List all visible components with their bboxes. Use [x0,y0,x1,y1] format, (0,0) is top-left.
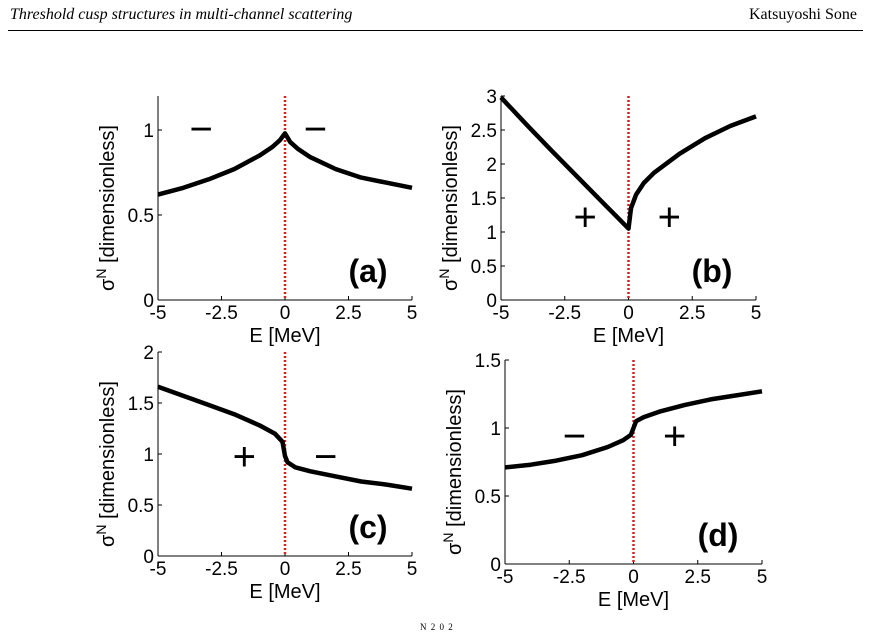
x-tick-label: 0 [623,303,634,324]
y-tick-label: 0.5 [471,257,497,278]
header-rule [8,30,863,31]
x-tick-label: 5 [757,567,768,588]
running-author: Katsuyoshi Sone [749,6,857,23]
sign-right: − [314,435,337,479]
x-tick-label: 0 [628,567,639,588]
x-tick-label: 2.5 [335,303,361,324]
y-tick-label: 1.5 [128,394,154,415]
x-tick-label: 0 [280,559,291,580]
sign-right: + [663,415,686,459]
x-tick-label: -5 [150,303,167,324]
sign-right: − [304,108,327,152]
sign-left: + [573,195,596,239]
y-axis-label: σN [dimensionless] [436,125,462,291]
x-axis-label: E [MeV] [598,589,669,611]
x-tick-label: -2.5 [548,303,581,324]
y-tick-label: 0 [490,555,501,576]
y-tick-label: 2 [486,155,497,176]
panel-label: (d) [698,517,739,553]
x-tick-label: -2.5 [205,559,238,580]
x-tick-label: -2.5 [553,567,586,588]
y-tick-label: 0.5 [128,496,154,517]
x-tick-label: 5 [407,559,418,580]
y-tick-label: 1.5 [475,351,501,372]
y-tick-label: 2.5 [471,121,497,142]
y-axis-label: σN [dimensionless] [93,125,119,291]
cross-section-curve [157,384,413,491]
x-tick-label: 2.5 [335,559,361,580]
y-tick-label: 1 [143,445,154,466]
cross-section-curve [499,95,757,231]
x-tick-label: 0 [280,303,291,324]
y-tick-label: 1 [486,223,497,244]
panel-label: (c) [348,509,387,545]
cross-section-curve [157,131,413,197]
caption-fragment: N 2 0 2 [420,622,454,632]
x-axis-label: E [MeV] [249,581,320,603]
y-tick-label: 0 [143,291,154,312]
y-tick-label: 0 [486,291,497,312]
y-axis-label: σN [dimensionless] [440,389,466,555]
panel-label: (a) [348,253,387,289]
y-tick-label: 1 [490,419,501,440]
y-tick-label: 0.5 [128,206,154,227]
cross-section-curve [504,389,763,470]
sign-left: + [233,435,256,479]
x-tick-label: 2.5 [679,303,705,324]
x-tick-label: -2.5 [205,303,238,324]
running-title: Threshold cusp structures in multi-chann… [10,6,353,23]
sign-left: − [563,415,586,459]
x-tick-label: 2.5 [685,567,711,588]
panel-label: (b) [692,253,733,289]
x-tick-label: -5 [150,559,167,580]
y-tick-label: 1 [143,121,154,142]
chart-panel-a: -5 -2.5 0 2.5 5 0 0.5 1 E [MeV] σN [dimensionless… [93,95,418,347]
y-tick-label: 2 [143,343,154,364]
sign-left: − [190,108,213,152]
y-tick-label: 3 [486,87,497,108]
y-axis-label: σN [dimensionless] [93,381,119,547]
x-tick-label: -5 [493,303,510,324]
y-tick-label: 0.5 [475,487,501,508]
x-axis-label: E [MeV] [593,325,664,347]
x-tick-label: 5 [407,303,418,324]
y-tick-label: 0 [143,547,154,568]
x-tick-label: -5 [497,567,514,588]
y-tick-label: 1.5 [471,189,497,210]
chart-panel-c: -5 -2.5 0 2.5 5 0 0.5 1 1.5 2 E [MeV] σN [dimension… [93,343,417,603]
x-axis-label: E [MeV] [249,325,320,347]
sign-right: + [658,195,681,239]
x-tick-label: 5 [751,303,762,324]
chart-panel-b: -5 -2.5 0 2.5 5 0 0.5 1 1.5 2 2.5 3 E [MeV] σN [dimen… [436,87,761,347]
chart-panel-d: -5 -2.5 0 2.5 5 0 0.5 1 1.5 E [MeV] σN [dimensionl… [440,351,767,611]
